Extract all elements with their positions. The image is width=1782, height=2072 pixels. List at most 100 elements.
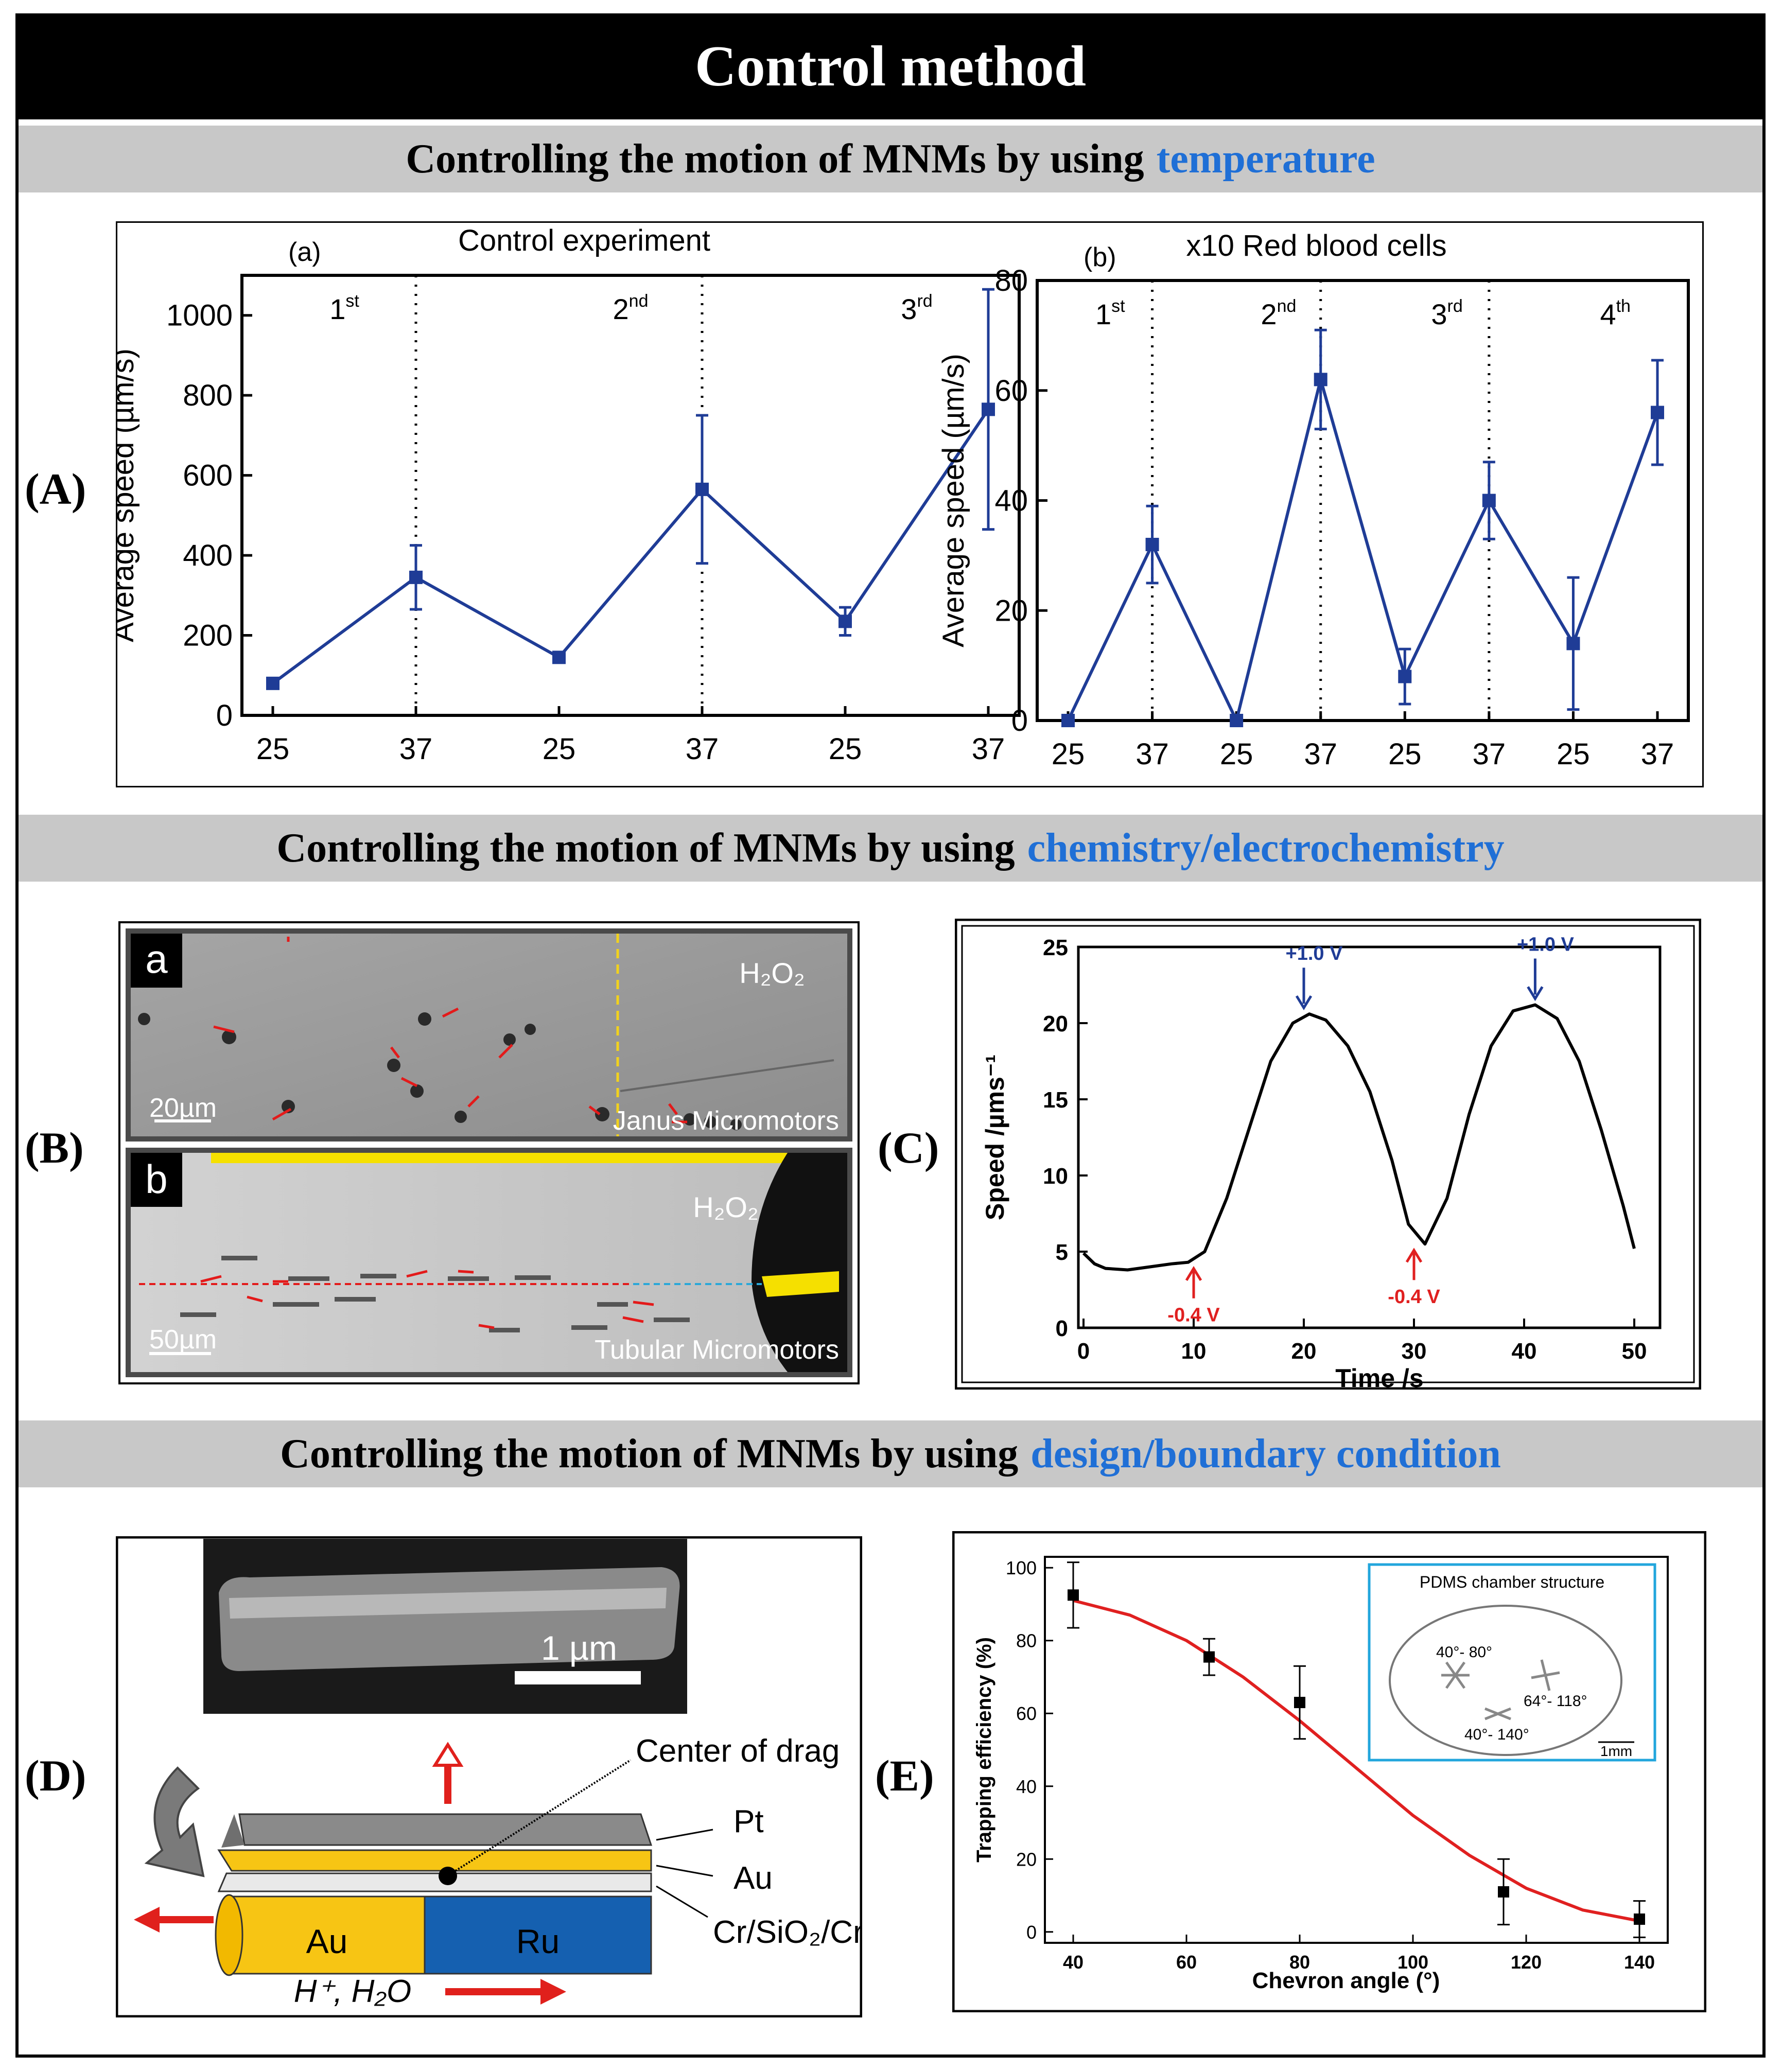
micrograph-b-top-strip [211, 1153, 808, 1163]
cr-leader [656, 1885, 708, 1918]
chart-e-xtick-label-80: 80 [1289, 1952, 1310, 1973]
au-leader [656, 1865, 713, 1877]
chart-e-xtick-label-100: 100 [1397, 1952, 1428, 1973]
chart-a1-title: Control experiment [458, 224, 710, 257]
chart-a2-title: x10 Red blood cells [1186, 229, 1446, 262]
layer-label-pt: Pt [733, 1804, 764, 1839]
panel-label-e: (E) [875, 1751, 934, 1800]
chart-c-ytick-label-10: 10 [1043, 1164, 1068, 1189]
chart-e-xtick-label-120: 120 [1511, 1952, 1542, 1973]
panel-c-inner-border [961, 925, 1695, 1383]
chart-c-ytick-label-5: 5 [1056, 1240, 1068, 1265]
chart-e-xtick-label-140: 140 [1624, 1952, 1655, 1973]
chart-e-xtick-label-60: 60 [1176, 1952, 1197, 1973]
panel-a-border [116, 221, 1704, 787]
panel-a-charts: (a) Control experiment02004006008001000Av… [116, 221, 1704, 787]
chart-c-ytick-label-0: 0 [1056, 1316, 1068, 1341]
chart-a1-xtick-label-2: 25 [543, 732, 576, 766]
chart-a1-ytick-label-0: 0 [216, 699, 233, 732]
chart-a1-point-2 [552, 651, 566, 664]
segment-label-au: Au [306, 1922, 348, 1960]
flow-arrow-icon [540, 1979, 566, 2005]
chart-a2-point-1 [1145, 538, 1159, 551]
chart-a1-xtick-label-1: 37 [399, 732, 433, 766]
chart-a2-xtick-label-6: 25 [1557, 738, 1590, 771]
chart-a1-subplot-label: (a) [288, 237, 321, 267]
chart-e-plot-frame [1044, 1556, 1669, 1944]
chart-c-ytick-label-20: 20 [1043, 1011, 1068, 1037]
chart-c-xtick-label-0: 0 [1077, 1339, 1090, 1364]
micrograph-b-tubes [180, 1256, 690, 1332]
section-header-chemistry: Controlling the motion of MNMs by using c… [19, 815, 1762, 882]
panel-b-micrographs: a H₂O₂ 20µm Janus Micromotors b H₂O₂ [118, 921, 860, 1384]
inset-chamber [1389, 1605, 1622, 1756]
panel-c-border [955, 919, 1701, 1390]
section-header-design: Controlling the motion of MNMs by using d… [19, 1420, 1762, 1487]
chart-a1-ytick-label-600: 600 [183, 459, 233, 493]
chart-c-annotation-arrowhead-0 [1295, 995, 1313, 1011]
panel-label-d: (D) [25, 1751, 86, 1800]
chart-a1-point-0 [266, 676, 279, 690]
layer-pt-side [221, 1814, 244, 1848]
inset-label-2: 64°- 118° [1524, 1693, 1587, 1710]
chart-c-annotation-1: +1.0 V [1517, 934, 1575, 955]
sem-nanorod-highlight [229, 1588, 667, 1619]
layer-au-top [217, 1849, 652, 1872]
chart-a2-xtick-label-5: 37 [1473, 738, 1506, 771]
chart-c-ytick-label-25: 25 [1043, 935, 1068, 960]
chart-e-point-4 [1634, 1913, 1645, 1925]
chart-a1-xtick-label-0: 25 [256, 732, 290, 766]
micrograph-b-letter: b [145, 1156, 167, 1202]
chart-a2-xtick-label-2: 25 [1220, 738, 1253, 771]
chart-a1-ytick-label-1000: 1000 [166, 299, 233, 332]
section-header-temperature: Controlling the motion of MNMs by using t… [19, 126, 1762, 192]
chart-e-fit-curve [1073, 1599, 1640, 1923]
chart-c-annotation-0: +1.0 V [1286, 943, 1343, 964]
chart-c-ytick-label-15: 15 [1043, 1087, 1068, 1113]
chart-c-annotation-arrowhead-3 [1405, 1248, 1423, 1263]
inset-label-1: 40°- 80° [1436, 1644, 1492, 1661]
inset-scale-label: 1mm [1600, 1743, 1632, 1759]
chart-a2-xtick-label-7: 37 [1641, 738, 1674, 771]
layer-label-cr-sio2: Cr/SiO₂/Cr [713, 1915, 862, 1950]
chart-a1-xtick-label-4: 25 [829, 732, 862, 766]
micrograph-a-scale-label: 20µm [149, 1093, 217, 1123]
chart-a1-ylabel: Average speed (µm/s) [116, 348, 140, 642]
chart-a2-point-4 [1398, 670, 1412, 683]
chart-c-annotation-2: -0.4 V [1167, 1305, 1220, 1326]
chart-e-ytick-label-80: 80 [1016, 1630, 1037, 1652]
chart-a2-xtick-label-0: 25 [1052, 738, 1085, 771]
chart-a2-ylabel: Average speed (µm/s) [937, 354, 970, 647]
micrograph-b-electrode [752, 1153, 847, 1372]
sem-scalebar [515, 1671, 641, 1684]
chart-c-xtick-label-40: 40 [1512, 1339, 1537, 1364]
chart-e-point-2 [1294, 1697, 1305, 1709]
chart-c-xtick-label-10: 10 [1181, 1339, 1207, 1364]
chart-a2-point-3 [1314, 373, 1327, 387]
segment-ru [424, 1895, 652, 1975]
rotation-arrow-icon [144, 1766, 205, 1877]
layer-label-au: Au [733, 1860, 773, 1896]
chart-c-xtick-label-20: 20 [1291, 1339, 1317, 1364]
micrograph-b-motion-arrows [200, 1270, 654, 1329]
chart-e-xtick-label-40: 40 [1063, 1952, 1084, 1973]
chart-a2-point-5 [1482, 494, 1496, 507]
chart-a1-plot-frame [240, 274, 1021, 717]
micrograph-a-chem: H₂O₂ [739, 957, 805, 989]
chart-c-xtick-label-50: 50 [1622, 1339, 1647, 1364]
page-title: Control method [15, 13, 1766, 119]
chart-a1-ytick-label-800: 800 [183, 379, 233, 412]
chart-a2-xtick-label-3: 37 [1304, 738, 1337, 771]
chart-a2-ytick-label-0: 0 [1011, 704, 1028, 738]
chart-a1-xtick-label-5: 37 [972, 732, 1005, 766]
chart-a2-series-line [1067, 373, 1659, 725]
chart-e-ytick-label-20: 20 [1016, 1849, 1037, 1870]
chart-e-xlabel: Chevron angle (°) [1252, 1968, 1440, 1993]
chart-e-ytick-label-40: 40 [1016, 1776, 1037, 1797]
chart-e-point-1 [1203, 1651, 1215, 1663]
chart-c-plot-frame [1077, 945, 1662, 1329]
chart-a2-xtick-label-4: 25 [1388, 738, 1422, 771]
chart-a2-xtick-label-1: 37 [1135, 738, 1169, 771]
micrograph-b-letter-box [131, 1153, 182, 1207]
inset-chevron-1 [1441, 1661, 1470, 1689]
